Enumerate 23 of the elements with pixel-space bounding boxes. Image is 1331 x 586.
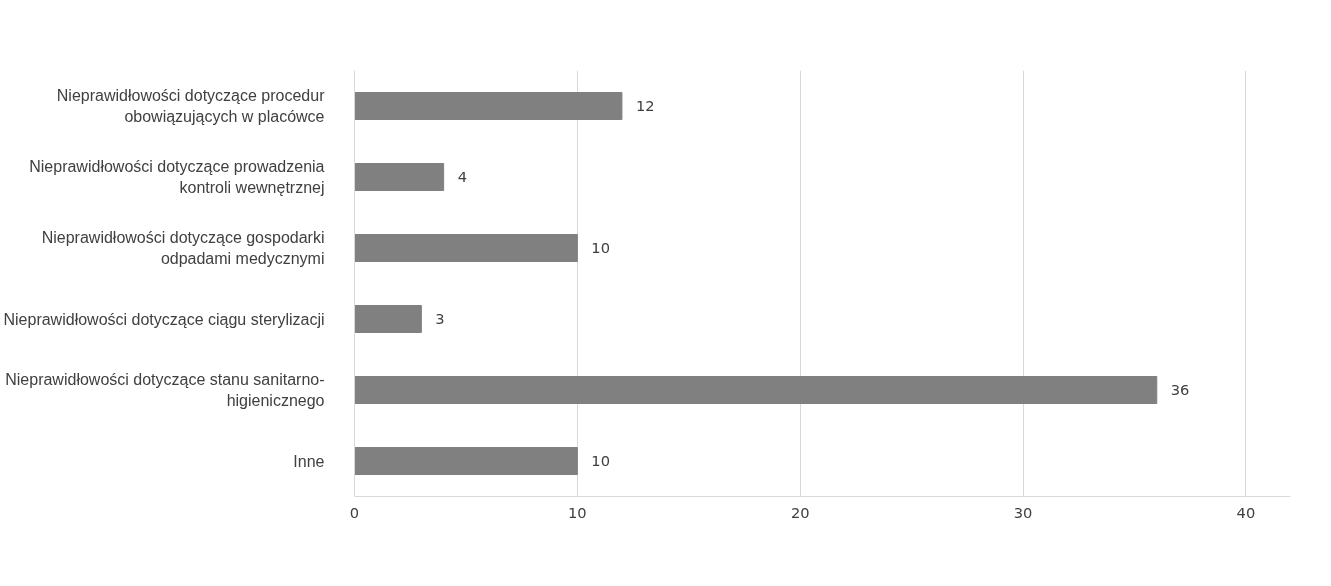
y-tick-label: Nieprawidłowości dotyczące stanu sanitarno-higienicznego bbox=[5, 371, 325, 409]
bar bbox=[354, 447, 578, 475]
bar bbox=[354, 163, 445, 191]
y-tick-label: Nieprawidłowości dotyczące prowadzenia kontroli wewnętrznej bbox=[29, 158, 325, 196]
x-tick-label: 0 bbox=[349, 503, 360, 521]
data-label: 12 bbox=[635, 97, 655, 114]
bar bbox=[354, 234, 578, 262]
data-label: 4 bbox=[457, 168, 467, 185]
data-label: 10 bbox=[591, 239, 611, 256]
y-tick-label: Nieprawidłowości dotyczące ciągu sterylizacji bbox=[3, 310, 325, 328]
x-tick-label: 10 bbox=[568, 503, 587, 521]
bar bbox=[354, 305, 422, 333]
data-label: 3 bbox=[435, 310, 445, 327]
bar bbox=[354, 376, 1158, 404]
x-tick-label: 20 bbox=[790, 503, 810, 521]
y-tick-label: Nieprawidłowości dotyczące gospodarki odpadami medycznymi bbox=[41, 229, 325, 267]
y-tick-label: Nieprawidłowości dotyczące procedur obowiązujących w placówce bbox=[56, 87, 326, 125]
data-label: 10 bbox=[591, 452, 611, 469]
bar bbox=[354, 92, 623, 120]
data-label: 36 bbox=[1170, 381, 1190, 398]
x-tick-label: 30 bbox=[1013, 503, 1033, 521]
y-tick-label: Inne bbox=[293, 452, 325, 470]
x-tick-label: 40 bbox=[1236, 503, 1256, 521]
